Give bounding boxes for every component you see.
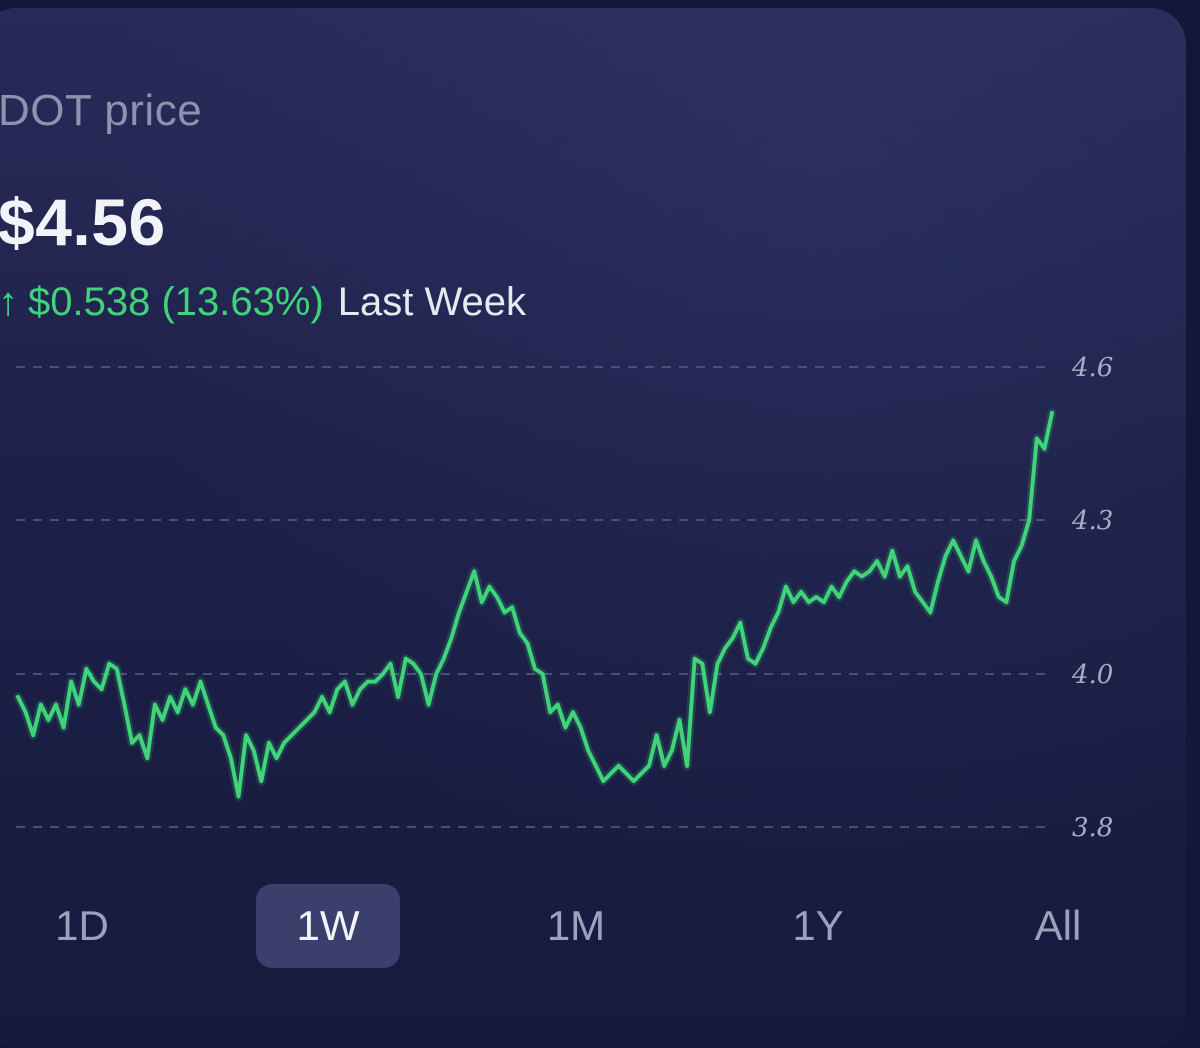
y-tick-label: 3.8: [1072, 813, 1113, 843]
range-1y-button[interactable]: 1Y: [792, 902, 844, 949]
y-tick-label: 4.3: [1071, 506, 1113, 536]
price-series-line: [16, 410, 1054, 799]
arrow-up-icon: ↑: [0, 280, 18, 324]
current-price: $4.56: [0, 185, 166, 259]
range-all-button[interactable]: All: [1034, 902, 1082, 949]
chart-grid: 4.6 4.3 4.0 3.8: [16, 353, 1113, 843]
range-1w-button[interactable]: 1W: [256, 884, 400, 968]
y-tick-label: 4.6: [1071, 353, 1113, 383]
y-tick-label: 4.0: [1071, 660, 1113, 690]
price-card: DOT price $4.56 ↑ $0.538 (13.63%) Last Wee…: [0, 8, 1186, 1048]
change-period: Last Week: [337, 280, 527, 324]
range-1m-button[interactable]: 1M: [546, 902, 606, 949]
price-chart: 4.6 4.3 4.0 3.8: [13, 353, 1113, 843]
change-value: $0.538 (13.63%): [28, 280, 324, 324]
series-line-glow: [13, 408, 1057, 801]
price-change: ↑ $0.538 (13.63%) Last Week: [0, 280, 526, 325]
chart-series: [13, 408, 1057, 801]
range-1d-button[interactable]: 1D: [55, 902, 109, 949]
range-selector: 1D 1W 1M 1Y All: [0, 884, 1200, 968]
asset-title: DOT price: [0, 86, 203, 135]
